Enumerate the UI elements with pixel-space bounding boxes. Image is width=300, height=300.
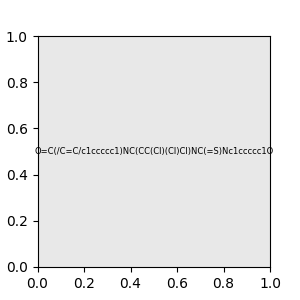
Text: O=C(/C=C/c1ccccc1)NC(CC(Cl)(Cl)Cl)NC(=S)Nc1ccccc1O: O=C(/C=C/c1ccccc1)NC(CC(Cl)(Cl)Cl)NC(=S)… — [34, 147, 273, 156]
